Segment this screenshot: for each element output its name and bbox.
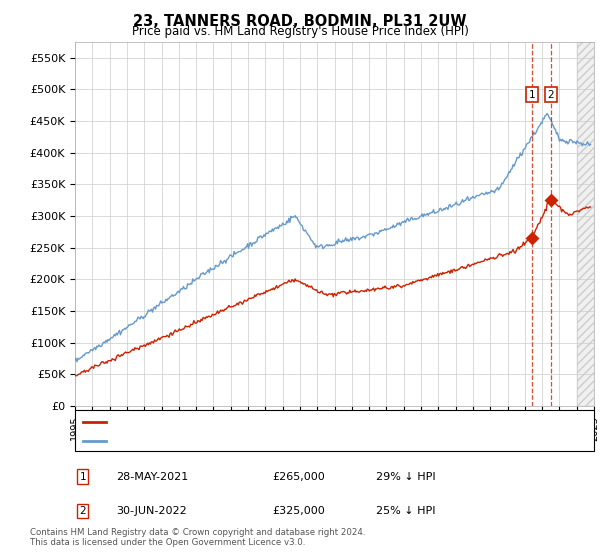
- Text: Price paid vs. HM Land Registry's House Price Index (HPI): Price paid vs. HM Land Registry's House …: [131, 25, 469, 38]
- Text: 2: 2: [547, 90, 554, 100]
- Text: 1: 1: [529, 90, 535, 100]
- Text: 28-MAY-2021: 28-MAY-2021: [116, 472, 189, 482]
- Point: [546, 196, 556, 205]
- Text: 29% ↓ HPI: 29% ↓ HPI: [376, 472, 436, 482]
- Point: [527, 234, 536, 242]
- Text: 30-JUN-2022: 30-JUN-2022: [116, 506, 187, 516]
- Bar: [577, 42, 600, 406]
- Text: 25% ↓ HPI: 25% ↓ HPI: [376, 506, 436, 516]
- Text: 23, TANNERS ROAD, BODMIN, PL31 2UW (detached house): 23, TANNERS ROAD, BODMIN, PL31 2UW (deta…: [112, 417, 433, 427]
- Text: HPI: Average price, detached house, Cornwall: HPI: Average price, detached house, Corn…: [112, 436, 361, 446]
- Text: Contains HM Land Registry data © Crown copyright and database right 2024.
This d: Contains HM Land Registry data © Crown c…: [30, 528, 365, 547]
- Text: £265,000: £265,000: [272, 472, 325, 482]
- Text: 1: 1: [79, 472, 86, 482]
- FancyBboxPatch shape: [75, 410, 594, 451]
- Text: 2: 2: [79, 506, 86, 516]
- Text: 23, TANNERS ROAD, BODMIN, PL31 2UW: 23, TANNERS ROAD, BODMIN, PL31 2UW: [133, 14, 467, 29]
- Text: £325,000: £325,000: [272, 506, 325, 516]
